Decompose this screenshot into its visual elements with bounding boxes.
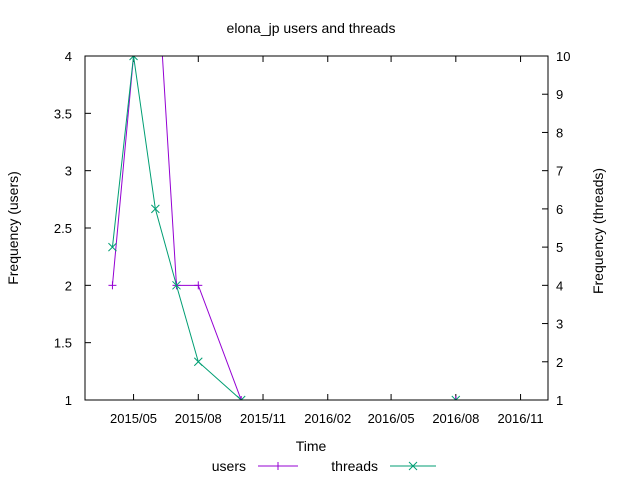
threads-point: [129, 56, 138, 61]
threads-point: [236, 395, 246, 400]
x-tick-label: 2015/08: [175, 411, 222, 426]
y-tick-label: 1: [65, 393, 72, 408]
y2-tick-label: 3: [556, 317, 563, 332]
legend-item-users: users: [212, 458, 298, 474]
series-layer: [108, 56, 461, 400]
legend-label: threads: [331, 458, 378, 474]
y-tick-label: 2.5: [54, 221, 72, 236]
plot-border: [84, 55, 549, 401]
users-point: [237, 396, 246, 400]
threads-point: [151, 204, 160, 214]
chart-title: elona_jp users and threads: [227, 20, 396, 36]
users-point: [451, 396, 460, 400]
users-point: [108, 281, 117, 290]
x-tick-label: 2016/11: [498, 411, 544, 426]
y2-tick-label: 7: [556, 164, 563, 179]
y2-tick-label: 5: [556, 240, 563, 255]
legend-label: users: [212, 458, 246, 474]
threads-line: [111, 56, 242, 400]
threads-point: [451, 395, 461, 400]
x-tick-label: 2016/02: [304, 411, 351, 426]
x-tick-label: 2015/11: [240, 411, 286, 426]
y-tick-label: 2: [65, 278, 72, 293]
x-axis-ticks: 2015/05 2015/08 2015/11 2016/02 2016/05 2016/…: [110, 56, 544, 426]
legend-swatch-marker: [274, 462, 282, 470]
y2-tick-label: 1: [556, 393, 563, 408]
threads-point: [193, 357, 203, 367]
y2-axis-label: Frequency (threads): [590, 168, 606, 294]
y2-tick-label: 9: [556, 87, 563, 102]
users-line: [111, 56, 242, 400]
y-tick-label: 1.5: [54, 336, 72, 351]
legend-swatch-marker: [408, 461, 418, 471]
y2-tick-label: 10: [556, 49, 570, 64]
y2-tick-label: 2: [556, 355, 563, 370]
x-tick-label: 2015/05: [110, 411, 157, 426]
y2-tick-label: 4: [556, 278, 563, 293]
y2-tick-label: 6: [556, 202, 563, 217]
y-tick-label: 3.5: [54, 106, 72, 121]
threads-point: [108, 242, 117, 252]
y-tick-label: 3: [65, 164, 72, 179]
x-tick-label: 2016/05: [368, 411, 415, 426]
series-threads: [108, 56, 461, 400]
legend-item-threads: threads: [331, 458, 436, 474]
y2-tick-label: 8: [556, 125, 563, 140]
legend: users threads: [212, 458, 436, 474]
x-tick-label: 2016/08: [432, 411, 479, 426]
y2-axis-ticks: 1 2 3 4 5 6 7 8 9 10: [542, 49, 570, 408]
threads-point: [172, 280, 181, 290]
y-axis-label: Frequency (users): [5, 171, 21, 285]
x-axis-label: Time: [296, 438, 327, 454]
users-point: [194, 281, 203, 290]
series-users: [108, 56, 460, 400]
y-tick-label: 4: [65, 49, 72, 64]
y-axis-ticks: 1 1.5 2 2.5 3 3.5 4: [54, 49, 91, 408]
